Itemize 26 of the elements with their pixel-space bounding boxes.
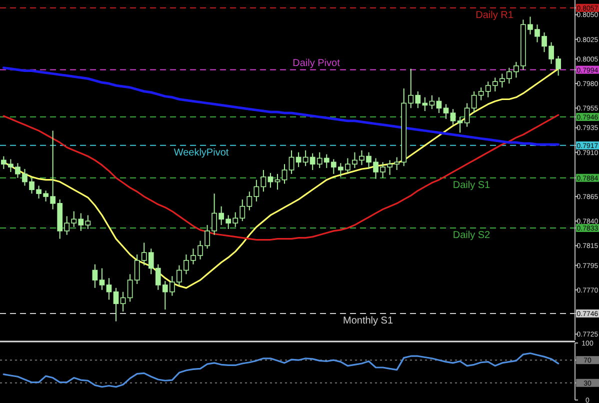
candlestick (85, 214, 91, 230)
line-series (2, 66, 560, 146)
ref-line-label: Daily S1 (452, 180, 491, 191)
ref-line-label: Daily Pivot (292, 58, 340, 69)
candlestick (282, 164, 288, 184)
candlestick (113, 287, 119, 322)
candlestick (464, 102, 470, 128)
ref-line-label: WeeklyPivot (174, 147, 229, 158)
candlestick (436, 96, 442, 114)
candlestick (106, 278, 112, 300)
candlestick (268, 172, 274, 188)
candlestick (127, 274, 133, 302)
ref-line-label: Daily S2 (452, 230, 491, 241)
candlestick (443, 104, 449, 120)
candlestick (429, 94, 435, 110)
candlestick (99, 268, 105, 290)
candlestick (450, 108, 456, 126)
ref-line-label: Monthly S1 (342, 315, 394, 326)
ref-line-label: Daily R1 (476, 10, 514, 21)
candlestick (92, 264, 98, 288)
candlestick (288, 150, 294, 174)
candlestick (120, 291, 126, 312)
line-series (2, 352, 560, 388)
candlestick (260, 170, 266, 192)
candlestick (471, 90, 477, 114)
candlestick (296, 152, 302, 168)
